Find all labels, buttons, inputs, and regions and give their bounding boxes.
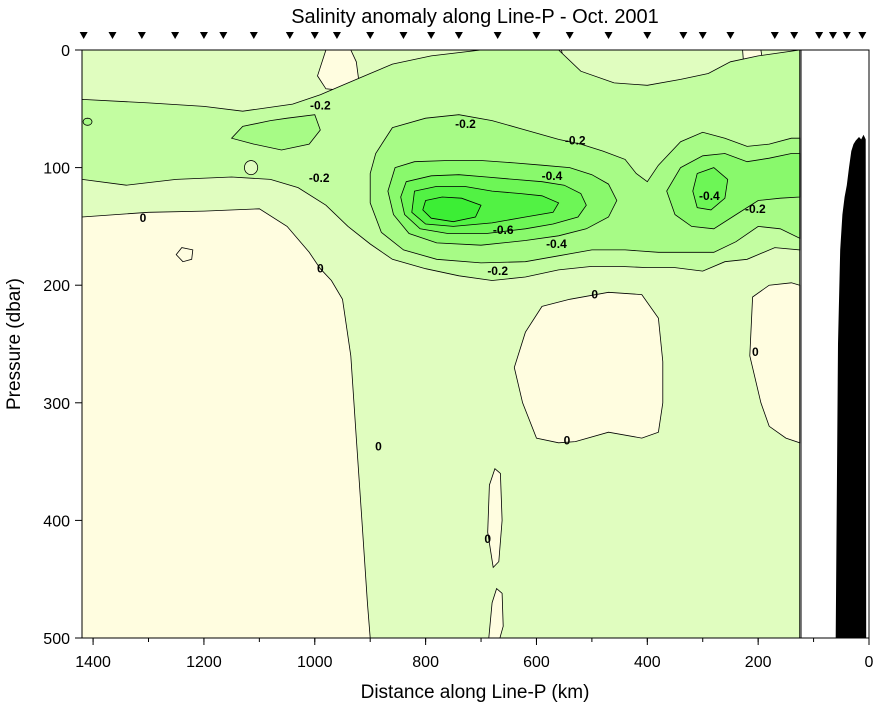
station-marker (454, 32, 463, 39)
station-marker (171, 32, 180, 39)
contour-label: -0.2 (310, 98, 331, 112)
contour-label: -0.2 (487, 264, 508, 278)
y-tick-label: 500 (43, 631, 70, 648)
station-marker (858, 32, 867, 39)
y-axis: 0 100 200 300 400 500 (43, 43, 82, 648)
station-marker (427, 32, 436, 39)
contour-label: 0 (140, 211, 147, 225)
station-marker (137, 32, 146, 39)
salinity-anomaly-field (82, 50, 801, 638)
anomaly-west-positive (82, 208, 371, 638)
chart-title: Salinity anomaly along Line-P - Oct. 200… (291, 6, 659, 28)
anomaly-small-blob (243, 160, 259, 176)
y-tick-label: 300 (43, 396, 70, 413)
contour-label: -0.2 (455, 117, 476, 131)
contour-label: -0.2 (565, 134, 586, 148)
station-marker (108, 32, 117, 39)
anomaly-east-positive (749, 282, 801, 444)
x-tick-label: 1400 (75, 654, 111, 671)
station-markers (79, 32, 867, 39)
station-marker (285, 32, 294, 39)
station-marker (842, 32, 851, 39)
anomaly-narrow-positive (487, 468, 503, 569)
station-marker (493, 32, 502, 39)
station-marker (399, 32, 408, 39)
x-tick-label: 400 (634, 654, 661, 671)
station-marker (79, 32, 88, 39)
station-marker (698, 32, 707, 39)
x-tick-label: 0 (865, 654, 874, 671)
contour-label: -0.4 (546, 237, 567, 251)
contour-label: -0.4 (699, 189, 720, 203)
bathymetry-shape (835, 134, 867, 638)
contour-label: 0 (752, 345, 759, 359)
plot-frame (81, 49, 870, 639)
station-marker (815, 32, 824, 39)
station-marker (643, 32, 652, 39)
contour-labels: -0.2 -0.2 -0.2 -0.2 -0.4 -0.4 -0.2 -0.6 -0.4 -0.2… (140, 98, 766, 546)
station-marker (199, 32, 208, 39)
station-marker (828, 32, 837, 39)
station-marker (565, 32, 574, 39)
contour-label: 0 (317, 262, 324, 276)
y-tick-label: 400 (43, 513, 70, 530)
y-axis-label: Pressure (dbar) (4, 278, 25, 410)
anomaly-bottom-positive (488, 587, 504, 638)
x-tick-label: 800 (412, 654, 439, 671)
anomaly-neg-0-5b (692, 167, 729, 211)
station-marker (219, 32, 228, 39)
station-marker (790, 32, 799, 39)
station-marker (679, 32, 688, 39)
x-tick-label: 1000 (297, 654, 333, 671)
station-marker (249, 32, 258, 39)
contour-label: 0 (591, 288, 598, 302)
anomaly-nw-positive (175, 247, 194, 263)
x-tick-label: 1200 (186, 654, 222, 671)
anomaly-deep-positive (513, 291, 664, 444)
anomaly-neg-0-3 (230, 114, 321, 151)
y-tick-label: 0 (61, 43, 70, 60)
station-marker (770, 32, 779, 39)
contour-label: -0.6 (493, 223, 514, 237)
x-tick-label: 600 (523, 654, 550, 671)
station-marker (532, 32, 541, 39)
y-tick-label: 200 (43, 278, 70, 295)
y-tick-label: 100 (43, 161, 70, 178)
station-marker (332, 32, 341, 39)
contour-label: -0.2 (309, 171, 330, 185)
x-tick-label: 200 (745, 654, 772, 671)
x-axis-label: Distance along Line-P (km) (361, 682, 590, 703)
anomaly-edge-blob (82, 117, 93, 126)
station-marker (726, 32, 735, 39)
station-marker (366, 32, 375, 39)
contour-label: 0 (484, 532, 491, 546)
contour-label: -0.2 (745, 202, 766, 216)
station-marker (604, 32, 613, 39)
contour-label: -0.4 (542, 169, 563, 183)
contour-label: 0 (375, 439, 382, 453)
contour-label: 0 (564, 433, 571, 447)
station-marker (310, 32, 319, 39)
anomaly-neg-0-7 (422, 196, 482, 223)
x-axis: 1400 1200 1000 800 600 400 200 0 (75, 638, 874, 671)
